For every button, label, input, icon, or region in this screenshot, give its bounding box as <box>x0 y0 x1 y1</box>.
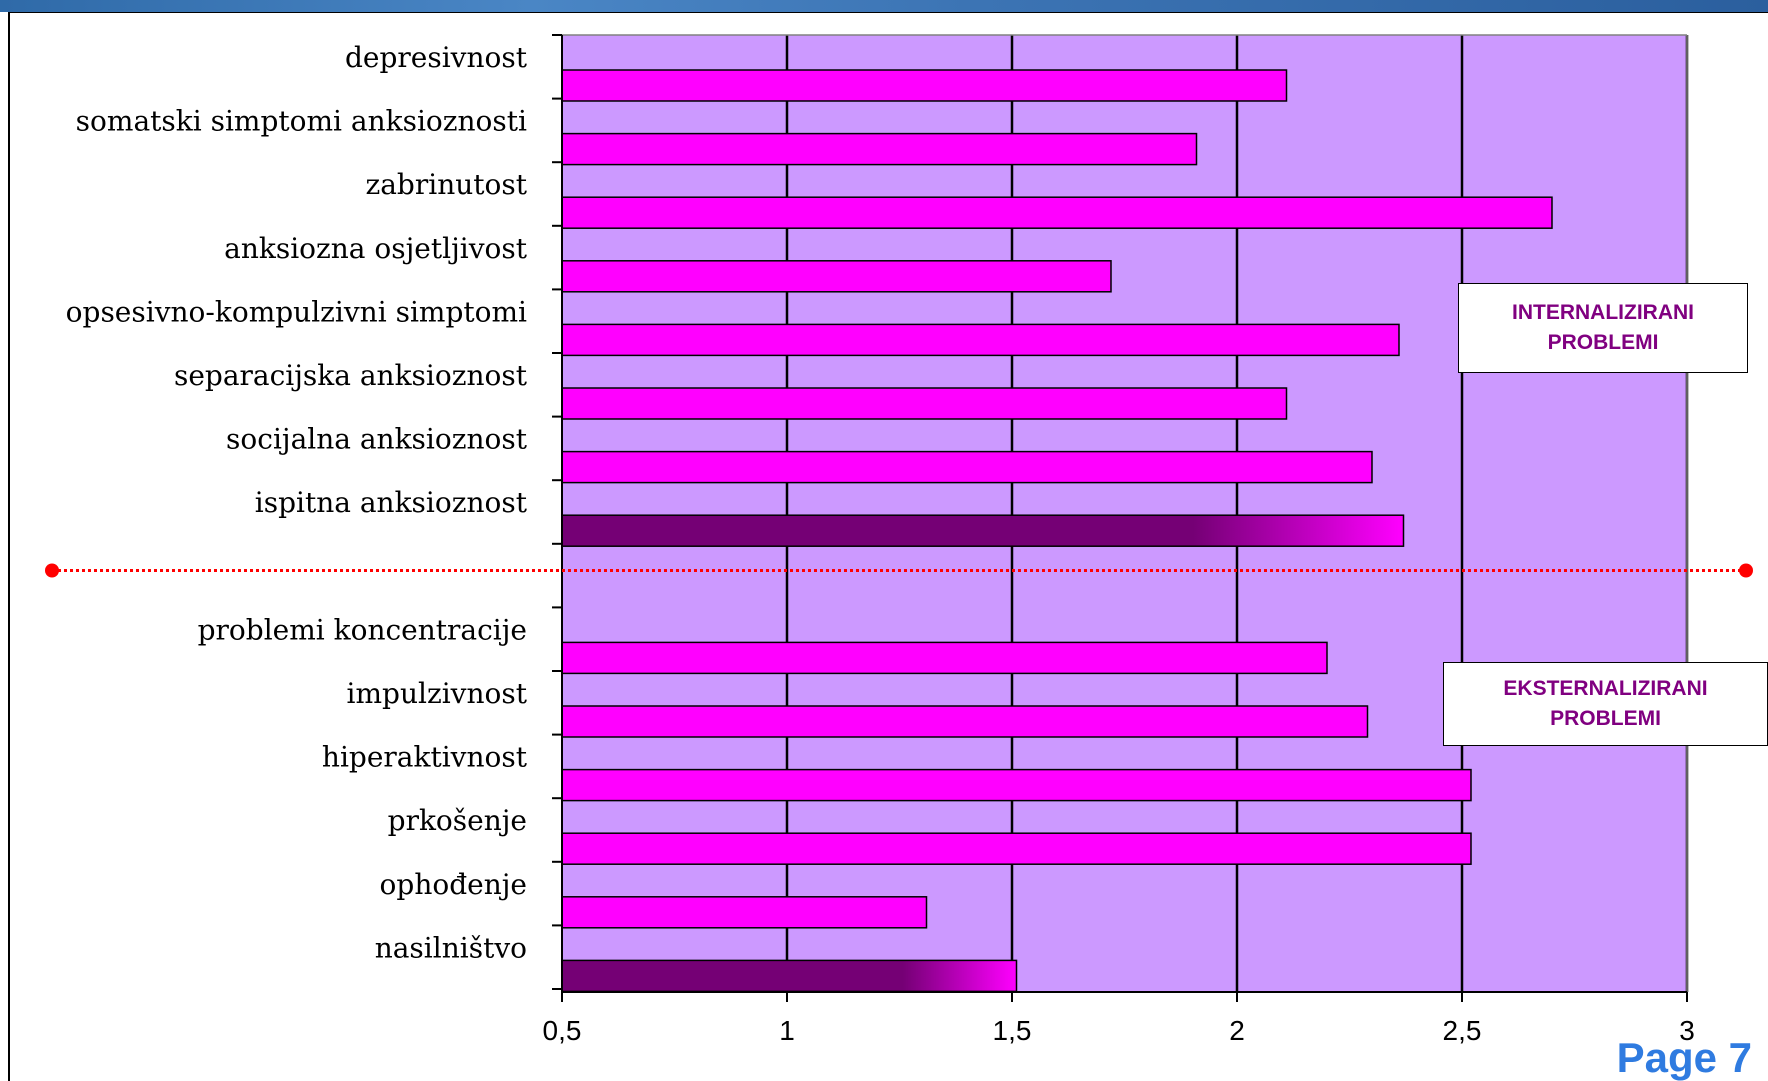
category-label-opsesivno-kompulzivni-simptomi: opsesivno-kompulzivni simptomi <box>66 295 527 328</box>
x-tick-label-3: 2 <box>1229 1015 1245 1046</box>
x-tick-label-0: 0,5 <box>543 1015 582 1046</box>
internalized-problems-text: INTERNALIZIRANI PROBLEMI <box>1512 301 1694 354</box>
bar-nasilnistvo <box>561 959 1018 993</box>
bar-opsesivno-kompulzivni-simptomi <box>561 323 1400 357</box>
category-label-socijalna-anksioznost: socijalna anksioznost <box>226 423 528 456</box>
bar-anksiozna-osjetljivost <box>561 260 1112 293</box>
bar-separacijska-anksioznost <box>561 387 1288 420</box>
separator-dot-left <box>45 563 59 578</box>
internalized-problems-label: INTERNALIZIRANI PROBLEMI <box>1458 283 1748 373</box>
externalized-problems-label: EKSTERNALIZIRANI PROBLEMI <box>1443 662 1768 746</box>
category-label-prkosenje: prkošenje <box>388 804 527 837</box>
bar-depresivnost <box>561 69 1288 102</box>
separator-dot-right <box>1739 563 1753 578</box>
slide-frame <box>8 12 1768 1081</box>
category-label-problemi-koncentracije: problemi koncentracije <box>198 613 527 646</box>
slide-top-bar <box>0 0 1768 12</box>
x-tick-label-1: 1 <box>779 1015 795 1046</box>
externalized-problems-text: EKSTERNALIZIRANI PROBLEMI <box>1503 677 1708 730</box>
category-label-ophodjenje: ophođenje <box>380 868 527 901</box>
x-tick-label-2: 1,5 <box>993 1015 1032 1046</box>
category-label-separacijska-anksioznost: separacijska anksioznost <box>174 359 528 392</box>
category-label-depresivnost: depresivnost <box>345 41 528 74</box>
category-label-zabrinutost: zabrinutost <box>365 168 527 201</box>
category-label-anksiozna-osjetljivost: anksiozna osjetljivost <box>224 232 528 265</box>
category-label-nasilnistvo: nasilništvo <box>375 931 527 964</box>
x-tick-label-4: 2,5 <box>1443 1015 1482 1046</box>
x-tick-label-5: 3 <box>1679 1015 1695 1046</box>
bar-hiperaktivnost <box>561 768 1472 802</box>
bar-zabrinutost <box>561 196 1553 229</box>
page-number: Page 7 <box>1616 1034 1752 1081</box>
category-label-somatski-simptomi-anksioznosti: somatski simptomi anksioznosti <box>76 105 527 138</box>
bar-ophodjenje <box>561 896 928 929</box>
bar-socijalna-anksioznost <box>561 450 1373 484</box>
bar-impulzivnost <box>561 705 1369 738</box>
bar-problemi-koncentracije <box>561 641 1328 675</box>
bar-somatski-simptomi-anksioznosti <box>561 132 1198 166</box>
bar-prkosenje <box>561 832 1472 865</box>
category-label-ispitna-anksioznost: ispitna anksioznost <box>255 486 528 519</box>
category-label-hiperaktivnost: hiperaktivnost <box>322 741 528 774</box>
category-label-impulzivnost: impulzivnost <box>347 677 528 710</box>
bar-ispitna-anksioznost <box>561 514 1405 547</box>
